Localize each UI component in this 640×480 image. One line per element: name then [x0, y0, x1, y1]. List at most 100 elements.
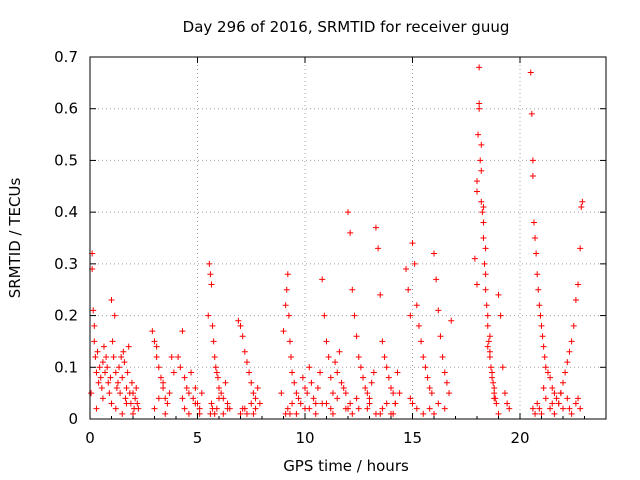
data-point [413, 405, 420, 412]
data-point [198, 390, 205, 397]
data-point [183, 384, 190, 391]
data-point [403, 266, 410, 273]
data-point [121, 359, 128, 366]
data-point [164, 400, 171, 407]
data-point [484, 322, 491, 329]
data-point [107, 374, 114, 381]
data-point [527, 69, 534, 76]
data-point [113, 384, 120, 391]
data-point [110, 353, 117, 360]
data-point [205, 312, 212, 319]
data-point [306, 364, 313, 371]
data-point [108, 297, 115, 304]
data-point [493, 400, 500, 407]
data-point [118, 353, 125, 360]
data-point [476, 64, 483, 71]
data-point [297, 400, 304, 407]
data-point [351, 312, 358, 319]
data-point [304, 390, 311, 397]
data-point [181, 374, 188, 381]
data-point [566, 348, 573, 355]
data-point [319, 400, 326, 407]
data-point [355, 353, 362, 360]
data-point [480, 203, 487, 210]
data-point [123, 384, 130, 391]
data-point [254, 384, 261, 391]
data-point [575, 395, 582, 402]
data-point [323, 338, 330, 345]
data-point [405, 286, 412, 293]
data-point [214, 374, 221, 381]
data-point [179, 395, 186, 402]
data-point [364, 405, 371, 412]
data-point [134, 400, 141, 407]
data-point [394, 369, 401, 376]
data-point [535, 286, 542, 293]
data-point [529, 172, 536, 179]
data-point [284, 405, 291, 412]
data-point [383, 400, 390, 407]
data-point [104, 364, 111, 371]
data-point [566, 405, 573, 412]
data-point [570, 322, 577, 329]
data-point [241, 348, 248, 355]
data-point [325, 353, 332, 360]
data-point [407, 312, 414, 319]
data-point [529, 405, 536, 412]
y-tick-label: 0.3 [54, 255, 78, 273]
data-point [564, 359, 571, 366]
data-point [239, 333, 246, 340]
data-point [579, 198, 586, 205]
data-point [237, 410, 244, 417]
data-point [124, 369, 131, 376]
data-point [112, 369, 119, 376]
data-point [407, 395, 414, 402]
data-point [575, 281, 582, 288]
data-point [477, 157, 484, 164]
data-point [151, 405, 158, 412]
data-point [489, 369, 496, 376]
data-point [340, 384, 347, 391]
data-point [528, 110, 535, 117]
data-point [132, 395, 139, 402]
chart-title: Day 296 of 2016, SRMTID for receiver guu… [183, 18, 510, 36]
data-point [310, 395, 317, 402]
data-point [332, 359, 339, 366]
data-point [151, 338, 158, 345]
data-point [211, 410, 218, 417]
data-point [130, 390, 136, 397]
data-point [533, 250, 540, 257]
data-point [370, 369, 377, 376]
data-point [207, 271, 214, 278]
data-point [243, 359, 250, 366]
data-point [537, 312, 544, 319]
data-point [486, 353, 493, 360]
data-point [91, 322, 98, 329]
data-point [106, 390, 113, 397]
data-point [483, 302, 490, 309]
data-point [210, 338, 217, 345]
data-point [282, 410, 289, 417]
data-point [368, 379, 375, 386]
data-point [342, 390, 349, 397]
data-point [549, 384, 556, 391]
data-point [99, 395, 106, 402]
data-point [177, 364, 184, 371]
data-point [95, 379, 102, 386]
data-point [542, 395, 549, 402]
data-point [375, 245, 382, 252]
data-point [487, 364, 494, 371]
data-point [179, 328, 186, 335]
x-tick-label: 5 [193, 429, 203, 447]
data-point [534, 271, 541, 278]
data-point [347, 400, 354, 407]
data-point [206, 260, 213, 267]
data-point [485, 338, 492, 345]
data-point [372, 410, 379, 417]
data-point [486, 333, 493, 340]
data-point [578, 203, 585, 210]
data-point [482, 286, 489, 293]
data-point [536, 405, 543, 412]
data-point [312, 410, 319, 417]
data-point [295, 395, 302, 402]
